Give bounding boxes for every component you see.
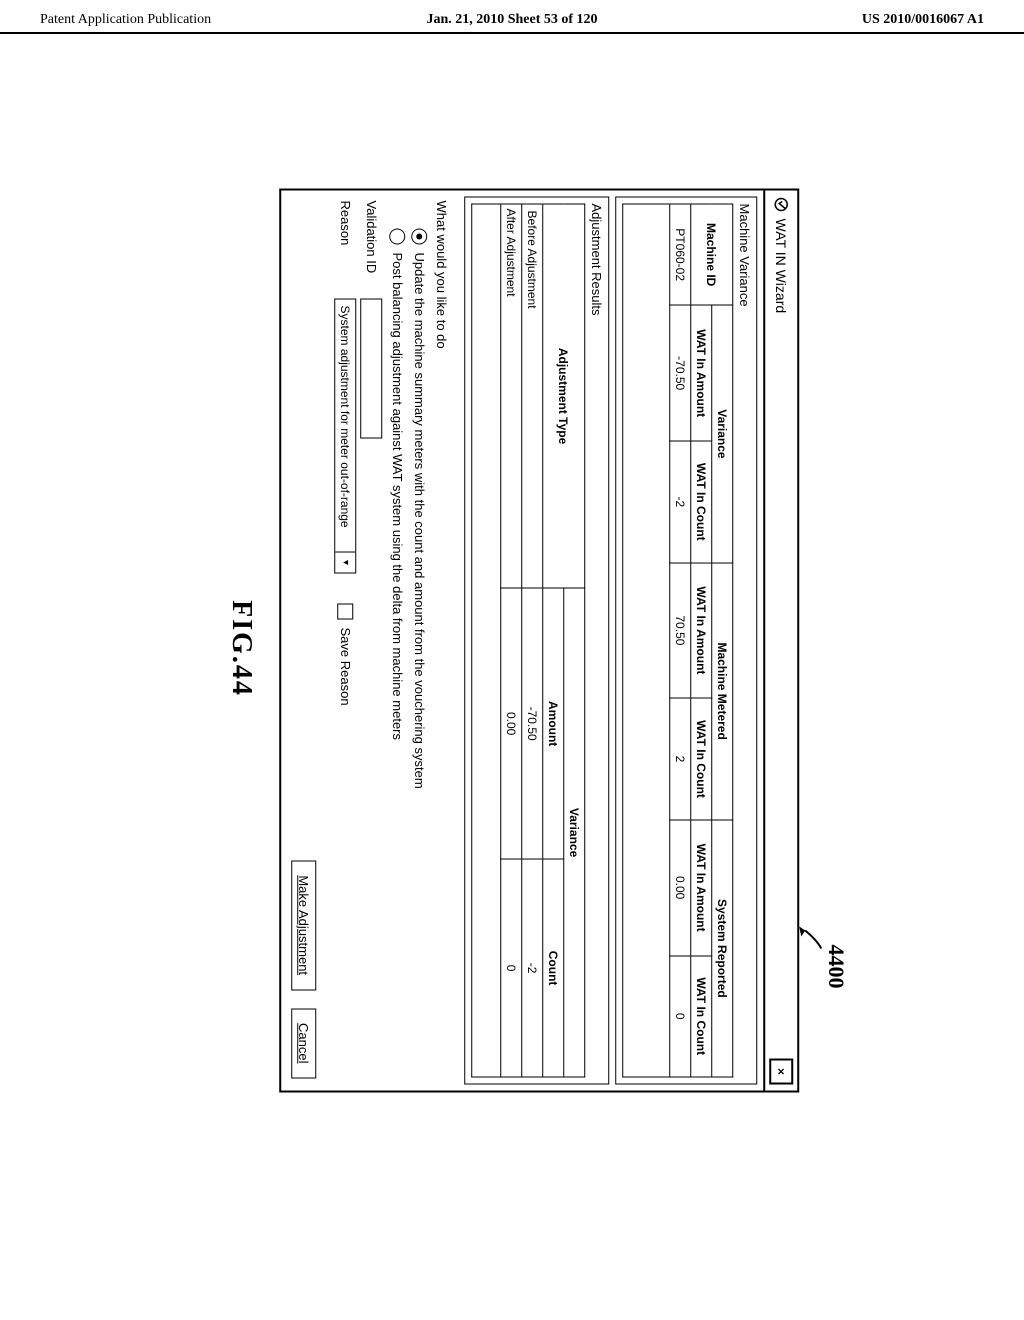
- validation-id-label: Validation ID: [360, 201, 382, 291]
- radio-label-2: Post balancing adjustment against WAT sy…: [386, 253, 408, 741]
- page-header: Patent Application Publication Jan. 21, …: [0, 0, 1024, 34]
- cell-adj-type-1: After Adjustment: [501, 204, 522, 588]
- cell-adj-type-0: Before Adjustment: [522, 204, 543, 588]
- cell-s-cnt: 0: [670, 956, 691, 1078]
- radio-icon-selected: [411, 229, 427, 245]
- cell-adj-cnt-0: -2: [522, 859, 543, 1077]
- group-variance: Variance: [712, 305, 733, 562]
- header-left: Patent Application Publication: [40, 12, 355, 28]
- radio-option-1[interactable]: Update the machine summary meters with t…: [408, 229, 430, 1081]
- cell-adj-amt-0: -70.50: [522, 588, 543, 859]
- reference-arrow-icon: [799, 919, 823, 959]
- table-row: Before Adjustment -70.50 -2: [522, 204, 543, 1077]
- make-adjustment-button[interactable]: Make Adjustment: [291, 860, 316, 990]
- group-adj-variance: Variance: [564, 588, 585, 1077]
- reason-value: System adjustment for meter out-of-range: [334, 300, 356, 552]
- cell-adj-cnt-1: 0: [501, 859, 522, 1077]
- table-row-empty: [623, 204, 670, 1077]
- dialog-window: WAT IN Wizard × Machine Variance Machine…: [279, 189, 799, 1093]
- col-m-amt: WAT In Amount: [691, 563, 712, 699]
- header-center: Jan. 21, 2010 Sheet 53 of 120: [355, 12, 670, 28]
- cell-s-amt: 0.00: [670, 820, 691, 956]
- adjustment-results-title: Adjustment Results: [585, 198, 608, 1084]
- machine-variance-title: Machine Variance: [733, 198, 756, 1084]
- cell-v-amt: -70.50: [670, 305, 691, 441]
- col-v-cnt: WAT In Count: [691, 441, 712, 562]
- figure-caption: FIG.44: [225, 189, 257, 1109]
- radio-option-2[interactable]: Post balancing adjustment against WAT sy…: [386, 229, 408, 1081]
- radio-label-1: Update the machine summary meters with t…: [408, 253, 430, 789]
- save-reason-label: Save Reason: [334, 628, 356, 706]
- cell-m-amt: 70.50: [670, 563, 691, 699]
- options-question: What would you like to do: [430, 201, 452, 1081]
- group-system: System Reported: [712, 820, 733, 1077]
- col-m-cnt: WAT In Count: [691, 698, 712, 819]
- chevron-down-icon: ▾: [335, 552, 355, 573]
- close-button[interactable]: ×: [769, 1059, 793, 1085]
- cell-m-cnt: 2: [670, 698, 691, 819]
- adjustment-results-table: Adjustment Type Variance Amount Count Be…: [471, 204, 585, 1078]
- button-bar: Make Adjustment Cancel: [281, 191, 324, 1091]
- options-section: What would you like to do Update the mac…: [324, 191, 458, 1091]
- cell-machine-id: PT060-02: [670, 204, 691, 305]
- table-row: PT060-02 -70.50 -2 70.50 2 0.00 0: [670, 204, 691, 1077]
- validation-id-input[interactable]: [360, 299, 382, 439]
- header-right: US 2010/0016067 A1: [669, 12, 984, 28]
- save-reason-checkbox[interactable]: [337, 604, 353, 620]
- reason-dropdown[interactable]: System adjustment for meter out-of-range…: [334, 299, 356, 574]
- window-title: WAT IN Wizard: [773, 219, 789, 1053]
- col-machine-id: Machine ID: [691, 204, 733, 305]
- col-s-cnt: WAT In Count: [691, 956, 712, 1078]
- machine-variance-table: Machine ID Variance Machine Metered Syst…: [622, 204, 733, 1078]
- col-adj-count: Count: [543, 859, 564, 1077]
- adjustment-results-panel: Adjustment Results Adjustment Type Varia…: [464, 197, 609, 1085]
- cell-v-cnt: -2: [670, 441, 691, 562]
- reference-number: 4400: [823, 945, 849, 989]
- radio-icon: [389, 229, 405, 245]
- cell-adj-amt-1: 0.00: [501, 588, 522, 859]
- app-icon: [773, 197, 789, 213]
- col-adj-type: Adjustment Type: [543, 204, 585, 588]
- table-row: After Adjustment 0.00 0: [501, 204, 522, 1077]
- figure-rotated-container: 4400 WAT IN Wizard × Machine Variance Ma…: [225, 189, 799, 1109]
- titlebar: WAT IN Wizard ×: [763, 191, 797, 1091]
- group-metered: Machine Metered: [712, 563, 733, 820]
- reason-label: Reason: [334, 201, 356, 291]
- machine-variance-panel: Machine Variance Machine ID Variance Mac…: [615, 197, 757, 1085]
- col-adj-amount: Amount: [543, 588, 564, 859]
- col-v-amt: WAT In Amount: [691, 305, 712, 441]
- col-s-amt: WAT In Amount: [691, 820, 712, 956]
- table-row-empty: [472, 204, 501, 1077]
- cancel-button[interactable]: Cancel: [291, 1008, 316, 1078]
